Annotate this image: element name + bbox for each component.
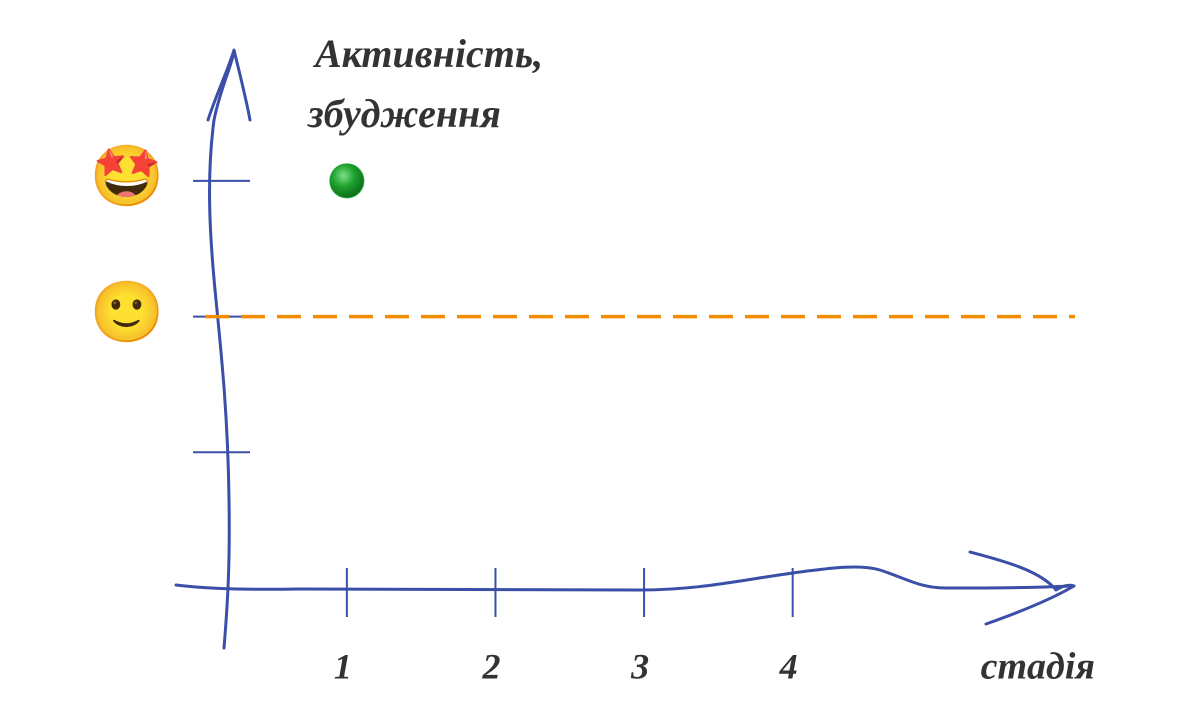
x-axis-arrow — [968, 550, 1076, 626]
x-tick-label: 4 — [779, 646, 798, 686]
y-axis-arrow — [206, 48, 252, 122]
y-axis-title: збудження — [307, 91, 501, 136]
y-tick-label: 🙂 — [90, 279, 165, 345]
x-axis — [174, 565, 1074, 592]
data-point — [329, 163, 365, 199]
x-tick-label: 3 — [630, 646, 649, 686]
y-axis-title: Активність, — [312, 31, 543, 76]
y-axis — [208, 50, 236, 650]
x-tick-label: 2 — [481, 646, 500, 686]
y-tick-label: 🤩 — [90, 144, 165, 210]
x-tick-label: 1 — [334, 646, 352, 686]
x-axis-title: стадія — [981, 646, 1095, 688]
